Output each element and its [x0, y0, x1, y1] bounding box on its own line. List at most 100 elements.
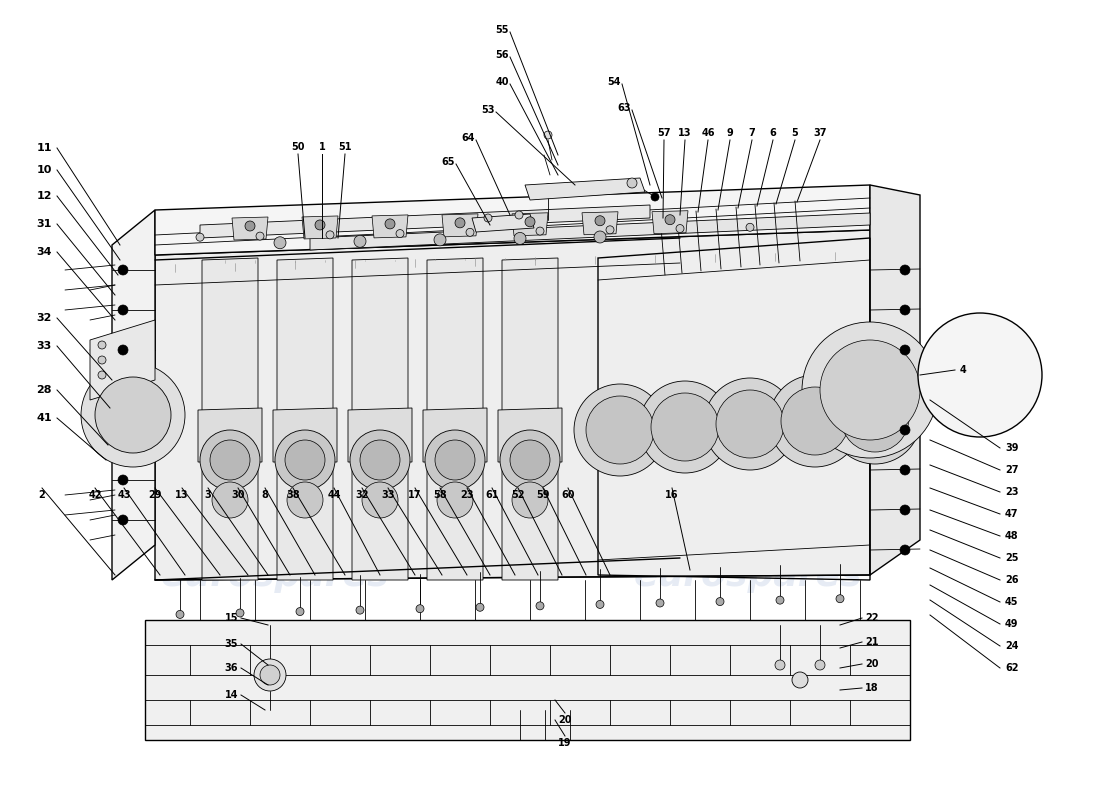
Polygon shape — [310, 213, 870, 250]
Text: 13: 13 — [679, 128, 692, 138]
Text: 49: 49 — [1005, 619, 1019, 629]
Circle shape — [900, 505, 910, 515]
Circle shape — [512, 482, 548, 518]
Polygon shape — [652, 210, 688, 234]
Text: 2: 2 — [39, 490, 45, 500]
Text: eurospares: eurospares — [161, 559, 389, 593]
Text: 47: 47 — [1005, 509, 1019, 519]
Circle shape — [207, 457, 217, 467]
Polygon shape — [512, 213, 548, 236]
Text: 21: 21 — [865, 637, 879, 647]
Circle shape — [256, 232, 264, 240]
Polygon shape — [302, 216, 338, 239]
Circle shape — [900, 425, 910, 435]
Circle shape — [595, 216, 605, 226]
Circle shape — [275, 430, 336, 490]
Circle shape — [176, 610, 184, 618]
Text: 22: 22 — [865, 613, 879, 623]
Text: 52: 52 — [512, 490, 525, 500]
Text: 53: 53 — [482, 105, 495, 115]
Polygon shape — [202, 258, 258, 580]
Polygon shape — [442, 214, 478, 237]
Circle shape — [274, 237, 286, 249]
Circle shape — [900, 265, 910, 275]
Text: 44: 44 — [328, 490, 341, 500]
Polygon shape — [372, 215, 408, 238]
Text: 15: 15 — [224, 613, 238, 623]
Circle shape — [525, 217, 535, 227]
Circle shape — [358, 457, 367, 467]
Circle shape — [900, 305, 910, 315]
Circle shape — [900, 345, 910, 355]
Text: 31: 31 — [36, 219, 52, 229]
Circle shape — [536, 602, 544, 610]
Circle shape — [425, 430, 485, 490]
Text: 57: 57 — [658, 128, 671, 138]
Circle shape — [210, 440, 250, 480]
Text: 18: 18 — [865, 683, 879, 693]
Text: 1: 1 — [319, 142, 326, 152]
Text: 19: 19 — [558, 738, 572, 748]
Circle shape — [627, 178, 637, 188]
Circle shape — [574, 384, 666, 476]
Circle shape — [282, 457, 292, 467]
Circle shape — [243, 455, 253, 465]
Text: 9: 9 — [727, 128, 734, 138]
Text: 10: 10 — [36, 165, 52, 175]
Text: 25: 25 — [1005, 553, 1019, 563]
Circle shape — [656, 599, 664, 607]
Circle shape — [704, 378, 796, 470]
Circle shape — [212, 482, 248, 518]
Circle shape — [393, 455, 403, 465]
Circle shape — [118, 475, 128, 485]
Circle shape — [543, 455, 553, 465]
Circle shape — [260, 665, 280, 685]
Circle shape — [514, 233, 526, 245]
Circle shape — [118, 305, 128, 315]
Circle shape — [385, 219, 395, 229]
Text: 54: 54 — [607, 77, 620, 87]
Text: 48: 48 — [1005, 531, 1019, 541]
Circle shape — [510, 440, 550, 480]
Text: 30: 30 — [231, 490, 244, 500]
Text: 56: 56 — [495, 50, 508, 60]
Polygon shape — [155, 230, 870, 580]
Circle shape — [200, 430, 260, 490]
Circle shape — [287, 482, 323, 518]
Text: 32: 32 — [36, 313, 52, 323]
Polygon shape — [582, 212, 618, 234]
Text: 17: 17 — [408, 490, 421, 500]
Text: 41: 41 — [36, 413, 52, 423]
Circle shape — [118, 265, 128, 275]
Circle shape — [842, 384, 909, 452]
Polygon shape — [434, 460, 475, 490]
Text: eurospares: eurospares — [161, 319, 389, 353]
Circle shape — [416, 605, 424, 613]
Circle shape — [586, 396, 654, 464]
Text: 61: 61 — [485, 490, 498, 500]
Circle shape — [507, 457, 517, 467]
Polygon shape — [155, 185, 870, 255]
Polygon shape — [200, 205, 650, 238]
Circle shape — [245, 221, 255, 231]
Circle shape — [98, 371, 106, 379]
Text: 32: 32 — [355, 490, 368, 500]
Circle shape — [362, 482, 398, 518]
Circle shape — [606, 226, 614, 234]
Polygon shape — [348, 408, 412, 462]
Text: 37: 37 — [813, 128, 827, 138]
Circle shape — [356, 606, 364, 614]
Text: 24: 24 — [1005, 641, 1019, 651]
Text: 14: 14 — [224, 690, 238, 700]
Text: 59: 59 — [537, 490, 550, 500]
Circle shape — [918, 313, 1042, 437]
Text: 16: 16 — [666, 490, 679, 500]
Text: 33: 33 — [36, 341, 52, 351]
Text: 26: 26 — [1005, 575, 1019, 585]
Text: 13: 13 — [175, 490, 189, 500]
Circle shape — [815, 660, 825, 670]
Circle shape — [836, 594, 844, 602]
Text: 62: 62 — [1005, 663, 1019, 673]
Circle shape — [318, 455, 328, 465]
Circle shape — [315, 220, 324, 230]
